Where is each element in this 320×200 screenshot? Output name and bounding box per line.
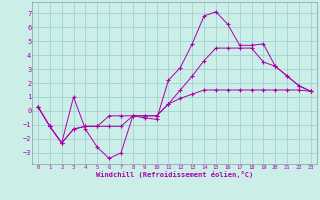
X-axis label: Windchill (Refroidissement éolien,°C): Windchill (Refroidissement éolien,°C) xyxy=(96,171,253,178)
